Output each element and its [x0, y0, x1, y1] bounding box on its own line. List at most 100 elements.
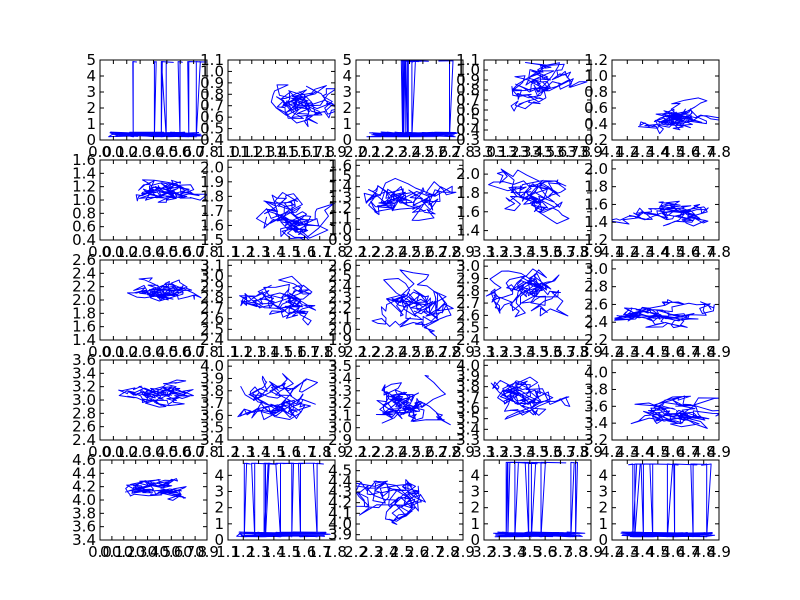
- x-tick-label: 0.8: [183, 543, 207, 561]
- x-tick-label: 3.0: [472, 143, 496, 161]
- x-tick-label: 1.4: [262, 543, 286, 561]
- x-tick-label: 1.1: [216, 343, 240, 361]
- x-tick-label: 0.1: [101, 243, 125, 261]
- y-tick-label: 2.8: [456, 282, 480, 300]
- x-tick-label: 3.2: [472, 543, 496, 561]
- series-line: [125, 478, 187, 501]
- x-tick-label: 1.5: [270, 343, 294, 361]
- x-tick-label: 4.7: [676, 543, 700, 561]
- x-tick-label: 3.9: [579, 543, 603, 561]
- y-tick-label: 2.6: [200, 310, 224, 328]
- x-tick-label: 0.2: [115, 343, 139, 361]
- x-tick-label: 3.3: [499, 443, 523, 461]
- x-tick-label: 3.3: [499, 243, 523, 261]
- y-tick-label: 3.0: [328, 419, 352, 437]
- y-tick-label: 3.6: [584, 397, 608, 415]
- x-tick-label: 4.7: [692, 243, 716, 261]
- x-tick-label: 4.3: [615, 543, 639, 561]
- y-tick-label: 1.6: [584, 195, 608, 213]
- axes-frame: [227, 59, 336, 141]
- y-tick-label: 2.6: [72, 418, 96, 436]
- subplot-5-1: 3.43.63.84.04.24.44.60.00.10.20.30.40.50…: [72, 451, 219, 561]
- subplot-1-2: 0.40.50.60.70.80.91.01.11.01.11.21.31.41…: [200, 51, 347, 161]
- y-tick-label: 2.2: [584, 331, 608, 349]
- y-tick-label: 0.9: [200, 74, 224, 92]
- series-line: [620, 463, 716, 538]
- subplot-3-1: 1.41.61.82.02.22.42.60.00.10.20.30.40.50…: [72, 251, 219, 361]
- y-tick-label: 4.4: [328, 472, 352, 490]
- y-tick-label: 3.7: [456, 388, 480, 406]
- x-tick-label: 0.5: [155, 143, 179, 161]
- x-tick-label: 2.8: [451, 143, 475, 161]
- series-line: [485, 268, 569, 318]
- y-tick-label: 1.5: [328, 167, 352, 185]
- x-tick-label: 2.2: [357, 343, 381, 361]
- y-tick-label: 3.6: [456, 399, 480, 417]
- x-tick-label: 4.8: [692, 443, 716, 461]
- y-tick-label: 3.7: [200, 394, 224, 412]
- y-tick-label: 3.1: [200, 256, 224, 274]
- x-tick-label: 4.2: [615, 143, 639, 161]
- y-tick-label: 2.6: [584, 295, 608, 313]
- x-tick-label: 0.3: [128, 143, 152, 161]
- y-tick-label: 3.0: [584, 260, 608, 278]
- y-tick-label: 4.1: [328, 504, 352, 522]
- y-tick-label: 1.0: [200, 62, 224, 80]
- y-tick-label: 0.4: [200, 131, 224, 149]
- x-tick-label: 3.2: [485, 343, 509, 361]
- x-tick-label: 2.8: [438, 443, 462, 461]
- x-tick-label: 1.8: [310, 343, 334, 361]
- x-tick-label: 4.4: [631, 343, 655, 361]
- axes-frame: [611, 259, 720, 341]
- x-tick-label: 1.7: [299, 143, 323, 161]
- y-tick-label: 3.2: [328, 394, 352, 412]
- x-tick-label: 2.1: [344, 243, 368, 261]
- y-tick-label: 0.7: [456, 91, 480, 109]
- y-tick-label: 1.6: [72, 151, 96, 169]
- x-tick-label: 0.2: [115, 443, 139, 461]
- y-tick-label: 4.0: [456, 356, 480, 374]
- y-tick-label: 2.7: [200, 299, 224, 317]
- y-tick-label: 0.3: [456, 131, 480, 149]
- x-tick-label: 3.4: [512, 243, 536, 261]
- y-tick-label: 3.4: [72, 364, 96, 382]
- y-tick-label: 1.8: [584, 178, 608, 196]
- x-tick-label: 0.2: [115, 243, 139, 261]
- y-tick-label: 3.1: [328, 406, 352, 424]
- y-tick-label: 1.4: [456, 222, 480, 240]
- x-tick-label: 3.1: [472, 443, 496, 461]
- x-tick-label: 0.3: [128, 443, 152, 461]
- x-tick-label: 4.4: [646, 143, 670, 161]
- x-tick-label: 1.8: [308, 443, 332, 461]
- y-tick-label: 4.6: [72, 451, 96, 469]
- x-tick-label: 0.0: [88, 443, 112, 461]
- x-tick-label: 4.8: [707, 243, 731, 261]
- x-tick-label: 1.7: [308, 243, 332, 261]
- y-tick-label: 2.0: [584, 160, 608, 178]
- y-tick-label: 3: [598, 483, 608, 501]
- y-tick-label: 3.9: [328, 526, 352, 544]
- x-tick-label: 3.3: [499, 343, 523, 361]
- y-tick-label: 2.8: [72, 404, 96, 422]
- x-tick-label: 3.4: [503, 543, 527, 561]
- x-tick-label: 3.9: [579, 243, 603, 261]
- x-tick-label: 4.3: [615, 443, 639, 461]
- subplot-1-4: 0.30.40.50.60.70.80.91.01.13.03.13.23.33…: [456, 51, 603, 161]
- y-tick-label: 1.4: [72, 164, 96, 182]
- y-tick-label: 4: [342, 67, 352, 85]
- y-tick-label: 1: [470, 515, 480, 533]
- x-tick-label: 3.6: [539, 443, 563, 461]
- x-tick-label: 3.6: [543, 143, 567, 161]
- x-tick-label: 1.6: [292, 543, 316, 561]
- x-tick-label: 3.7: [552, 343, 576, 361]
- x-tick-label: 2.3: [371, 343, 395, 361]
- y-tick-label: 1.2: [584, 51, 608, 69]
- y-tick-label: 3.4: [584, 414, 608, 432]
- y-tick-label: 1.9: [328, 331, 352, 349]
- x-tick-label: 0.1: [100, 543, 124, 561]
- y-tick-label: 5: [342, 51, 352, 69]
- y-tick-label: 2.5: [328, 267, 352, 285]
- y-tick-label: 2.8: [200, 288, 224, 306]
- x-tick-label: 4.2: [600, 543, 624, 561]
